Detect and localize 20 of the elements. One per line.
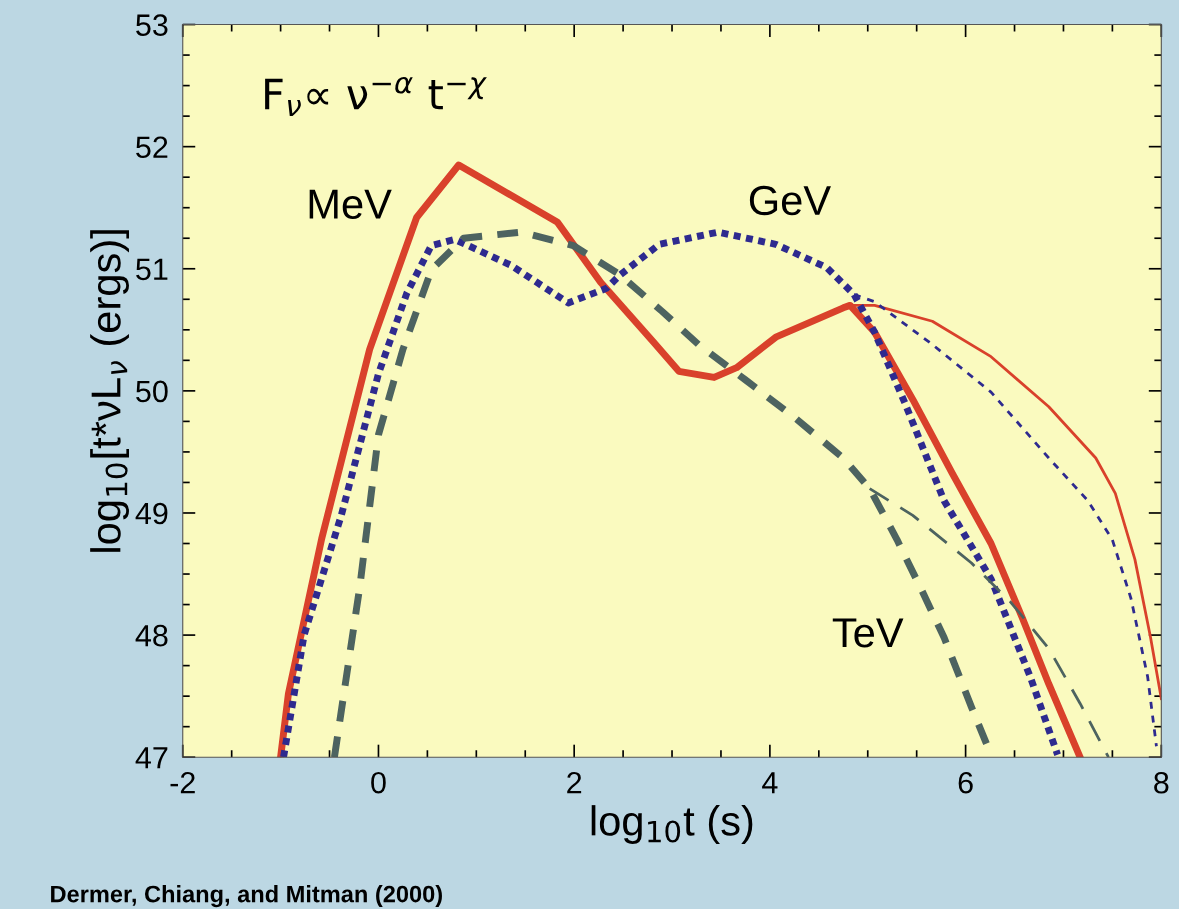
series-label: MeV <box>309 189 392 219</box>
text: Dermer, Chiang, and Mitman (2000) <box>51 885 442 908</box>
x-tick-label: 2 <box>567 771 582 794</box>
y-tick-label: 51 <box>136 258 168 281</box>
x-tick-label: 4 <box>762 772 778 794</box>
y-tick-label: 52 <box>136 136 168 159</box>
y-tick-label: 53 <box>136 14 168 36</box>
y-tick-label: 50 <box>136 380 168 403</box>
y-tick-label: 47 <box>135 747 168 769</box>
series-label: TeV <box>832 618 904 648</box>
x-tick-label: 6 <box>958 771 973 794</box>
annotation: F$_{ν}$∝ ν$^{−α}$ t$^{−χ}$ <box>265 76 487 116</box>
y-tick-label: 48 <box>135 624 168 647</box>
x-tick-label: -2 <box>170 771 195 794</box>
x-tick-label: 8 <box>1154 771 1169 794</box>
x-tick-label: 0 <box>371 771 386 794</box>
y-axis-title: log$_{10}$[t*νL$_{ν}$ (ergs)] <box>90 230 129 552</box>
series-label: GeV <box>749 185 831 216</box>
x-axis-title: log$_{10}$t (s) <box>591 805 753 844</box>
y-tick-label: 49 <box>135 502 168 525</box>
